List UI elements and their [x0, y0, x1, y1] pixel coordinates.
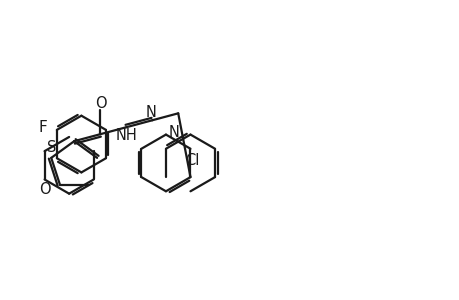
Text: NH: NH — [116, 128, 137, 143]
Text: F: F — [39, 120, 47, 135]
Text: Cl: Cl — [184, 153, 199, 168]
Text: N: N — [168, 125, 179, 140]
Text: O: O — [95, 96, 106, 111]
Text: S: S — [47, 140, 57, 155]
Text: N: N — [146, 105, 157, 120]
Text: O: O — [39, 182, 50, 197]
